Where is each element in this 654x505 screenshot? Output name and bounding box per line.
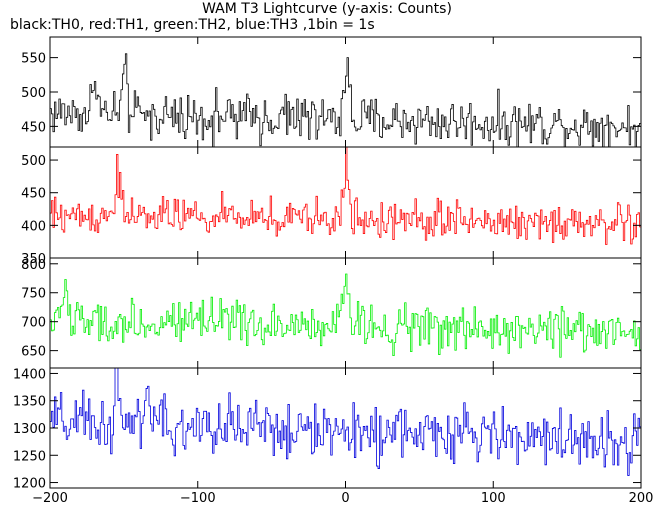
- y-tick-label: 1250: [13, 449, 46, 464]
- y-tick-label: 1350: [13, 395, 46, 410]
- series-th1-line: [50, 147, 641, 245]
- x-tick-label: −200: [32, 491, 68, 505]
- y-tick-label: 550: [21, 52, 46, 67]
- y-tick-label: 1400: [13, 367, 46, 382]
- series-th2-line: [50, 273, 641, 358]
- y-tick-label: 800: [21, 258, 46, 273]
- y-tick-label: 350: [21, 252, 46, 267]
- x-tick-label: 0: [341, 491, 349, 505]
- chart-title: WAM T3 Lightcurve (y-axis: Counts): [202, 1, 452, 17]
- y-tick-label: 750: [21, 287, 46, 302]
- y-tick-label: 1300: [13, 422, 46, 437]
- y-tick-label: 500: [21, 154, 46, 169]
- y-tick-label: 1200: [13, 477, 46, 492]
- series-th0-line: [50, 53, 641, 147]
- y-tick-label: 650: [21, 345, 46, 360]
- series-th3-line: [50, 368, 641, 476]
- y-tick-label: 400: [21, 219, 46, 234]
- y-tick-label: 450: [21, 120, 46, 135]
- y-tick-label: 700: [21, 316, 46, 331]
- x-tick-label: 100: [481, 491, 506, 505]
- chart-subtitle: black:TH0, red:TH1, green:TH2, blue:TH3 …: [10, 17, 375, 33]
- x-tick-label: 200: [629, 491, 654, 505]
- y-tick-label: 450: [21, 187, 46, 202]
- x-tick-label: −100: [180, 491, 216, 505]
- y-tick-label: 500: [21, 86, 46, 101]
- panel-frame-th3: [49, 367, 642, 489]
